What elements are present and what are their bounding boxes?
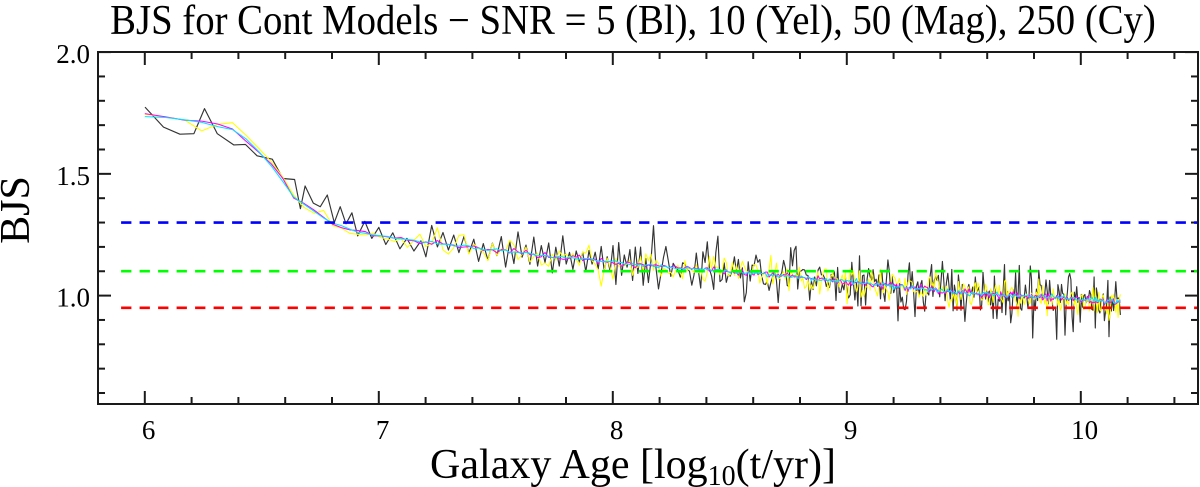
svg-text:6: 6 xyxy=(142,415,156,445)
svg-text:1.0: 1.0 xyxy=(56,283,90,313)
svg-text:8: 8 xyxy=(610,415,624,445)
svg-text:1.5: 1.5 xyxy=(56,161,90,191)
svg-text:9: 9 xyxy=(844,415,858,445)
svg-text:10: 10 xyxy=(1071,415,1098,445)
svg-text:BJS for Cont Models − SNR = 5: BJS for Cont Models − SNR = 5 (Bl), 10 (… xyxy=(110,0,1156,43)
svg-text:7: 7 xyxy=(376,415,390,445)
svg-text:2.0: 2.0 xyxy=(56,39,90,69)
svg-text:Galaxy Age [log10(t/yr)]: Galaxy Age [log10(t/yr)] xyxy=(430,442,836,487)
svg-text:BJS: BJS xyxy=(0,176,39,244)
